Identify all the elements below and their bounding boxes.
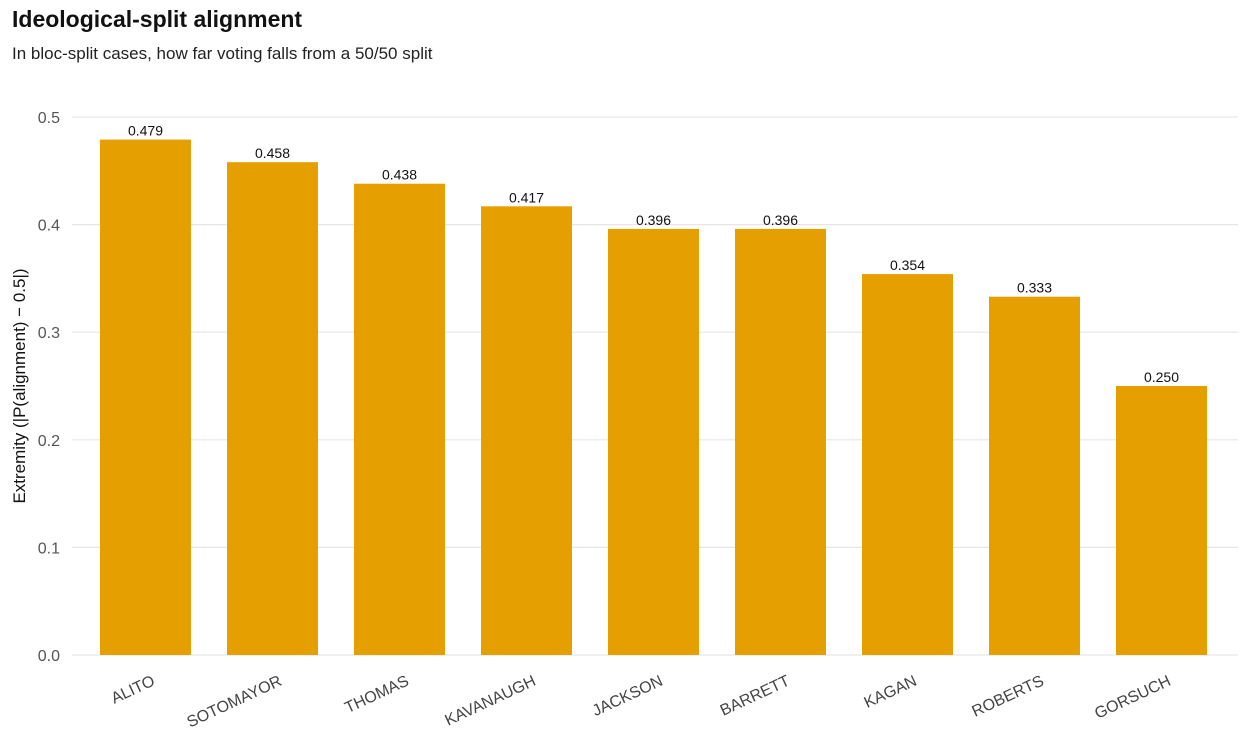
- data-label: 0.333: [1017, 280, 1052, 296]
- data-label: 0.250: [1144, 369, 1179, 385]
- x-category-label: ALITO: [109, 673, 158, 708]
- bar-kavanaugh: [481, 206, 572, 656]
- x-category-label: KAVANAUGH: [443, 673, 539, 730]
- x-category-label: BARRETT: [718, 673, 793, 720]
- x-category-label: GORSUCH: [1092, 673, 1173, 723]
- data-label: 0.396: [763, 212, 798, 228]
- chart-subtitle: In bloc-split cases, how far voting fall…: [12, 44, 433, 63]
- data-label: 0.396: [636, 212, 671, 228]
- y-tick-label: 0.2: [38, 433, 60, 450]
- x-category-label: SOTOMAYOR: [184, 673, 284, 732]
- y-tick-label: 0.5: [38, 110, 60, 127]
- data-label: 0.438: [382, 167, 417, 183]
- bars: [100, 139, 1207, 656]
- y-tick-label: 0.1: [38, 540, 60, 557]
- x-category-label: THOMAS: [342, 673, 411, 717]
- data-labels: 0.479 0.458 0.438 0.417 0.396 0.396 0.354 0.333…: [128, 123, 1179, 385]
- bar-alito: [100, 139, 191, 655]
- y-tick-label: 0.0: [38, 648, 60, 665]
- x-category-label: JACKSON: [590, 673, 666, 720]
- x-category-label: KAGAN: [862, 673, 920, 712]
- bar-gorsuch: [1116, 386, 1207, 655]
- chart-title: Ideological-split alignment: [12, 6, 303, 32]
- data-label: 0.458: [255, 145, 290, 161]
- data-label: 0.354: [890, 257, 925, 273]
- data-label: 0.417: [509, 189, 544, 205]
- x-axis-categories: ALITO SOTOMAYOR THOMAS KAVANAUGH JACKSON BARR…: [109, 673, 1174, 732]
- bar-barrett: [735, 228, 826, 656]
- bar-kagan: [862, 274, 953, 655]
- data-label: 0.479: [128, 123, 163, 139]
- bar-sotomayor: [227, 162, 318, 655]
- x-category-label: ROBERTS: [970, 673, 1047, 721]
- y-tick-label: 0.4: [38, 218, 60, 235]
- y-tick-label: 0.3: [38, 325, 60, 342]
- y-axis-ticks: 0.0 0.1 0.2 0.3 0.4 0.5: [38, 110, 60, 665]
- bar-roberts: [989, 296, 1080, 655]
- bar-jackson: [608, 228, 699, 656]
- bar-thomas: [354, 183, 445, 655]
- y-axis-title: Extremity (|P(alignment) − 0.5|): [10, 268, 29, 503]
